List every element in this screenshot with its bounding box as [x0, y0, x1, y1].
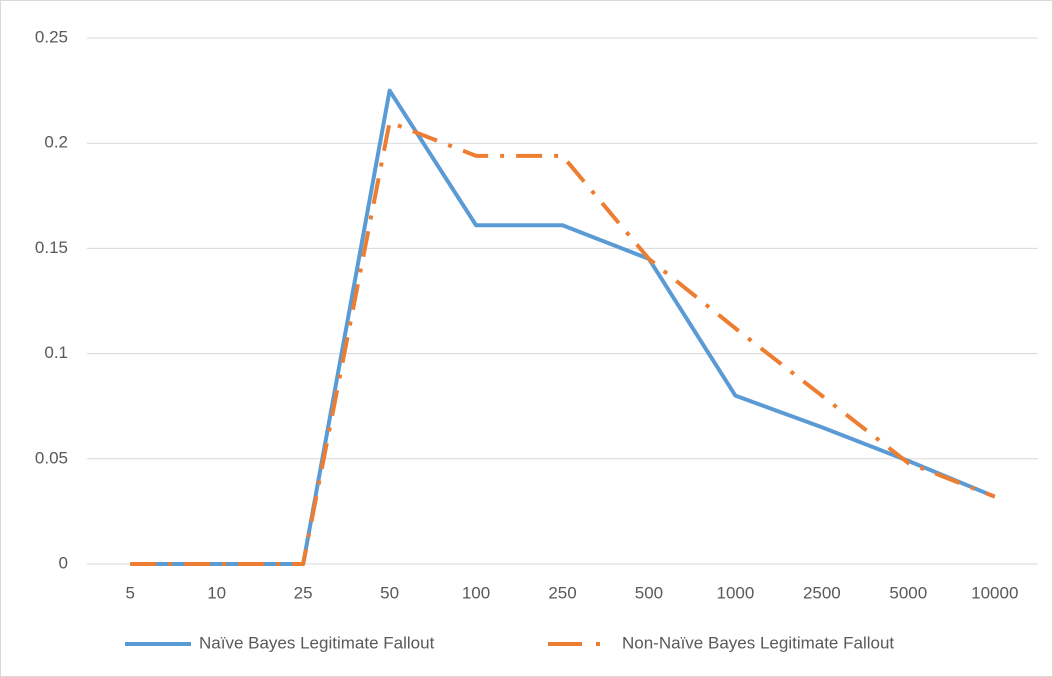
x-tick-label: 50: [380, 583, 399, 602]
x-tick-label: 5000: [889, 583, 927, 602]
series-line: [130, 120, 996, 566]
x-tick-label: 5: [125, 583, 134, 602]
y-tick-label: 0.25: [35, 27, 68, 46]
x-tick-label: 25: [294, 583, 313, 602]
x-tick-label: 100: [462, 583, 490, 602]
y-tick-label: 0.1: [44, 343, 68, 362]
x-tick-label: 1000: [716, 583, 754, 602]
y-tick-label: 0.05: [35, 448, 68, 467]
x-tick-label: 10000: [971, 583, 1018, 602]
x-tick-label: 250: [548, 583, 576, 602]
x-tick-label: 10: [207, 583, 226, 602]
y-tick-label: 0.15: [35, 238, 68, 257]
y-tick-label: 0: [59, 553, 68, 572]
y-tick-label: 0.2: [44, 133, 68, 152]
x-tick-label: 2500: [803, 583, 841, 602]
x-tick-label: 500: [635, 583, 663, 602]
series-line: [130, 88, 996, 566]
legend-label: Naïve Bayes Legitimate Fallout: [199, 633, 435, 652]
legend-label: Non-Naïve Bayes Legitimate Fallout: [622, 633, 894, 652]
